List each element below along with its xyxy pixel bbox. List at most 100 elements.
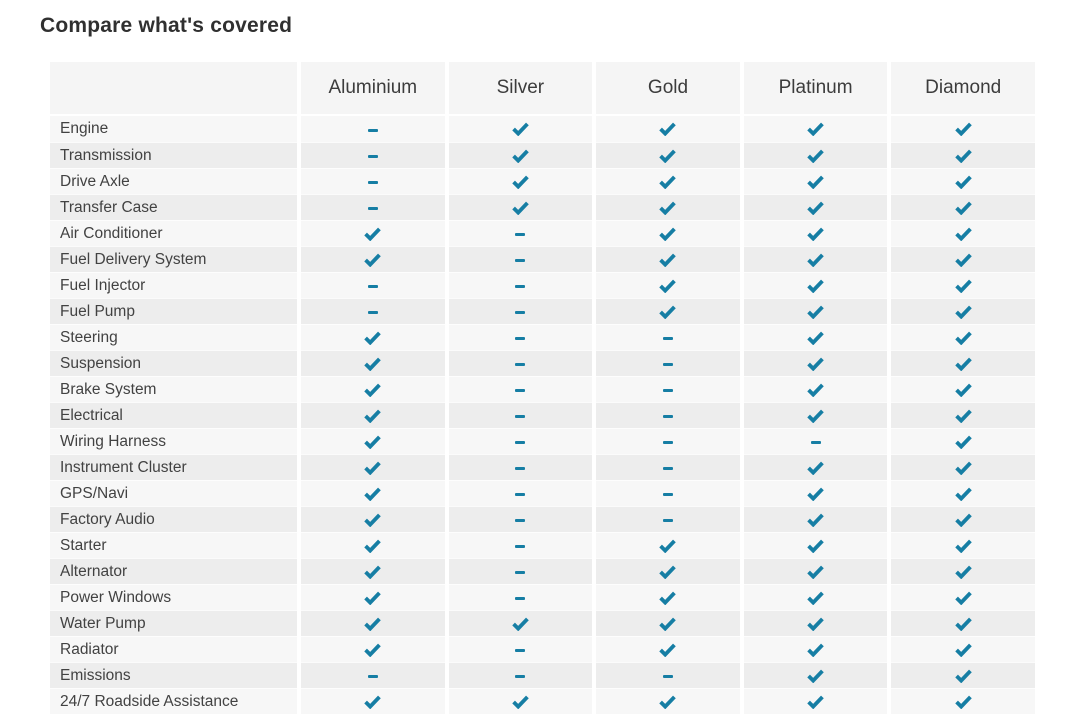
coverage-cell bbox=[448, 506, 593, 532]
coverage-cell bbox=[743, 142, 888, 168]
coverage-cell bbox=[891, 142, 1035, 168]
dash-icon bbox=[515, 597, 526, 600]
check-icon bbox=[659, 279, 677, 293]
coverage-cell bbox=[743, 454, 888, 480]
table-row: Starter bbox=[50, 532, 1035, 558]
dash-icon bbox=[515, 311, 526, 314]
table-row: GPS/Navi bbox=[50, 480, 1035, 506]
coverage-cell bbox=[596, 142, 740, 168]
coverage-cell bbox=[743, 480, 888, 506]
row-label: Radiator bbox=[50, 636, 297, 662]
check-icon bbox=[659, 539, 677, 553]
table-row: Wiring Harness bbox=[50, 428, 1035, 454]
check-icon bbox=[807, 695, 824, 709]
coverage-cell bbox=[301, 246, 445, 272]
check-icon bbox=[807, 487, 824, 501]
coverage-cell bbox=[301, 506, 445, 532]
dash-icon bbox=[515, 415, 526, 418]
coverage-cell bbox=[301, 220, 445, 246]
check-icon bbox=[364, 253, 382, 267]
check-icon bbox=[364, 331, 382, 345]
table-row: Suspension bbox=[50, 350, 1035, 376]
coverage-cell bbox=[301, 350, 445, 376]
check-icon bbox=[807, 669, 824, 683]
coverage-cell bbox=[743, 246, 888, 272]
check-icon bbox=[807, 175, 824, 189]
check-icon bbox=[807, 617, 824, 631]
coverage-cell bbox=[891, 584, 1035, 610]
coverage-cell bbox=[891, 272, 1035, 298]
table-row: Steering bbox=[50, 324, 1035, 350]
table-row: Emissions bbox=[50, 662, 1035, 688]
row-label: Wiring Harness bbox=[50, 428, 297, 454]
page-title: Compare what's covered bbox=[40, 14, 293, 37]
coverage-cell bbox=[301, 142, 445, 168]
coverage-cell bbox=[743, 324, 888, 350]
check-icon bbox=[807, 461, 824, 475]
coverage-cell bbox=[743, 688, 888, 714]
dash-icon bbox=[367, 207, 378, 210]
row-label: Fuel Injector bbox=[50, 272, 297, 298]
coverage-cell bbox=[596, 376, 740, 402]
table-row: Instrument Cluster bbox=[50, 454, 1035, 480]
coverage-cell bbox=[743, 662, 888, 688]
coverage-cell bbox=[596, 688, 740, 714]
table-row: Drive Axle bbox=[50, 168, 1035, 194]
check-icon bbox=[807, 227, 824, 241]
dash-icon bbox=[367, 155, 378, 158]
table-row: Transmission bbox=[50, 142, 1035, 168]
check-icon bbox=[807, 279, 824, 293]
table-row: Fuel Pump bbox=[50, 298, 1035, 324]
table-row: 24/7 Roadside Assistance bbox=[50, 688, 1035, 714]
table-row: Radiator bbox=[50, 636, 1035, 662]
dash-icon bbox=[515, 649, 526, 652]
check-icon bbox=[364, 227, 382, 241]
check-icon bbox=[659, 305, 677, 319]
coverage-cell bbox=[596, 558, 740, 584]
coverage-cell bbox=[891, 480, 1035, 506]
coverage-cell bbox=[301, 584, 445, 610]
row-label: Emissions bbox=[50, 662, 297, 688]
coverage-cell bbox=[891, 688, 1035, 714]
check-icon bbox=[364, 383, 382, 397]
dash-icon bbox=[515, 285, 526, 288]
dash-icon bbox=[515, 493, 526, 496]
check-icon bbox=[364, 461, 382, 475]
coverage-table: Aluminium Silver Gold Platinum Diamond Engin… bbox=[50, 62, 1035, 714]
coverage-cell bbox=[301, 454, 445, 480]
dash-icon bbox=[515, 363, 526, 366]
coverage-cell bbox=[891, 324, 1035, 350]
row-label: Factory Audio bbox=[50, 506, 297, 532]
check-icon bbox=[512, 617, 529, 631]
coverage-cell bbox=[596, 480, 740, 506]
coverage-cell bbox=[596, 610, 740, 636]
coverage-cell bbox=[596, 324, 740, 350]
check-icon bbox=[954, 565, 972, 579]
coverage-cell bbox=[448, 376, 593, 402]
row-label: Fuel Pump bbox=[50, 298, 297, 324]
table-body: Engine Transmission Drive Axle Transfer Cas… bbox=[50, 116, 1035, 714]
coverage-cell bbox=[301, 610, 445, 636]
check-icon bbox=[807, 331, 824, 345]
coverage-cell bbox=[891, 454, 1035, 480]
coverage-cell bbox=[743, 350, 888, 376]
coverage-cell bbox=[301, 428, 445, 454]
row-label: Steering bbox=[50, 324, 297, 350]
check-icon bbox=[954, 513, 972, 527]
dash-icon bbox=[367, 285, 378, 288]
dash-icon bbox=[367, 675, 378, 678]
check-icon bbox=[954, 591, 972, 605]
coverage-cell bbox=[891, 532, 1035, 558]
dash-icon bbox=[662, 363, 673, 366]
check-icon bbox=[807, 643, 824, 657]
dash-icon bbox=[515, 337, 526, 340]
coverage-cell bbox=[891, 168, 1035, 194]
check-icon bbox=[659, 591, 677, 605]
coverage-cell bbox=[596, 662, 740, 688]
check-icon bbox=[364, 487, 382, 501]
check-icon bbox=[954, 201, 972, 215]
coverage-cell bbox=[301, 298, 445, 324]
coverage-cell bbox=[891, 350, 1035, 376]
check-icon bbox=[807, 253, 824, 267]
coverage-cell bbox=[448, 298, 593, 324]
